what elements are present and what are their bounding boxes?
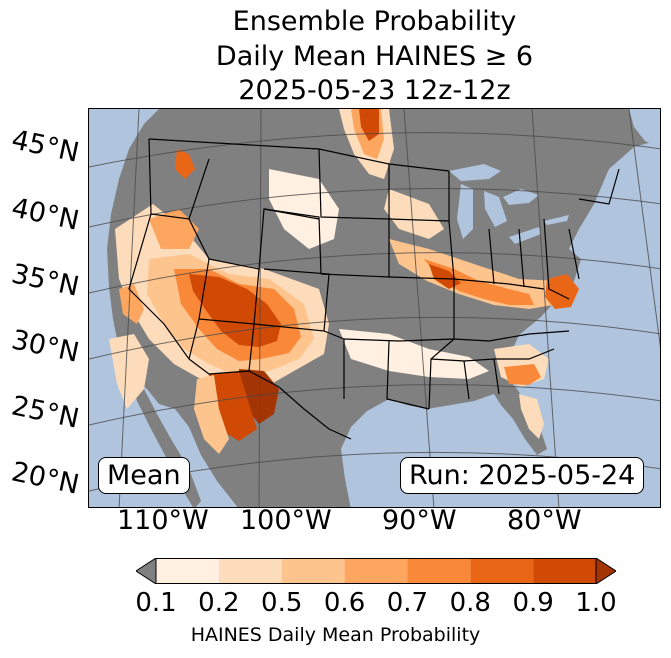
title-line-3: 2025-05-23 12z-12z [238,75,511,106]
great-lakes [449,164,569,244]
latitude-label-25: 25°N [8,390,82,435]
colorbar-bin [533,558,596,584]
colorbar-tick-label: 0.6 [323,588,366,618]
latitude-label-30: 30°N [8,324,82,369]
latitude-label-40: 40°N [8,192,82,237]
title-line-1: Ensemble Probability [232,6,517,37]
statistic-label: Mean [98,457,190,494]
longitude-label-100: 100°W [240,505,332,536]
longitude-label-110: 110°W [117,505,209,536]
longitude-label-80: 80°W [507,505,582,536]
graticule [89,109,660,507]
colorbar-tick-label: 0.7 [386,588,429,618]
colorbar-outline [155,558,597,584]
colorbar-bin [156,558,219,584]
colorbar-under-arrow [136,558,157,584]
latitude-label-45: 45°N [8,124,82,169]
florida-peninsula [494,391,547,455]
colorbar-tick-label: 0.1 [135,588,177,618]
longitude-label-90: 90°W [382,505,457,536]
colorbar-bin [470,558,534,584]
colorbar-bin [281,558,345,584]
latitude-label-35: 35°N [8,258,82,303]
colorbar-over-arrow [595,558,616,584]
map-canvas [89,109,660,507]
title-line-2: Daily Mean HAINES ≥ 6 [215,41,534,72]
run-date-label: Run: 2025-05-24 [400,457,645,494]
colorbar-tick-label: 0.9 [512,588,554,618]
colorbar-tick-label: 1.0 [575,588,617,618]
colorbar-tick-label: 0.8 [449,588,491,618]
map-panel [88,108,661,508]
state-borders [128,138,620,440]
gulf-of-st-lawrence [629,109,660,149]
colorbar-bin [218,558,282,584]
colorbar [136,558,616,584]
latitude-label-20: 20°N [8,456,82,501]
colorbar-label: HAINES Daily Mean Probability [190,624,481,646]
colorbar-tick-label: 0.2 [198,588,240,618]
colorbar-bin [407,558,471,584]
colorbar-tick-label: 0.5 [261,588,303,618]
colorbar-bin [344,558,408,584]
